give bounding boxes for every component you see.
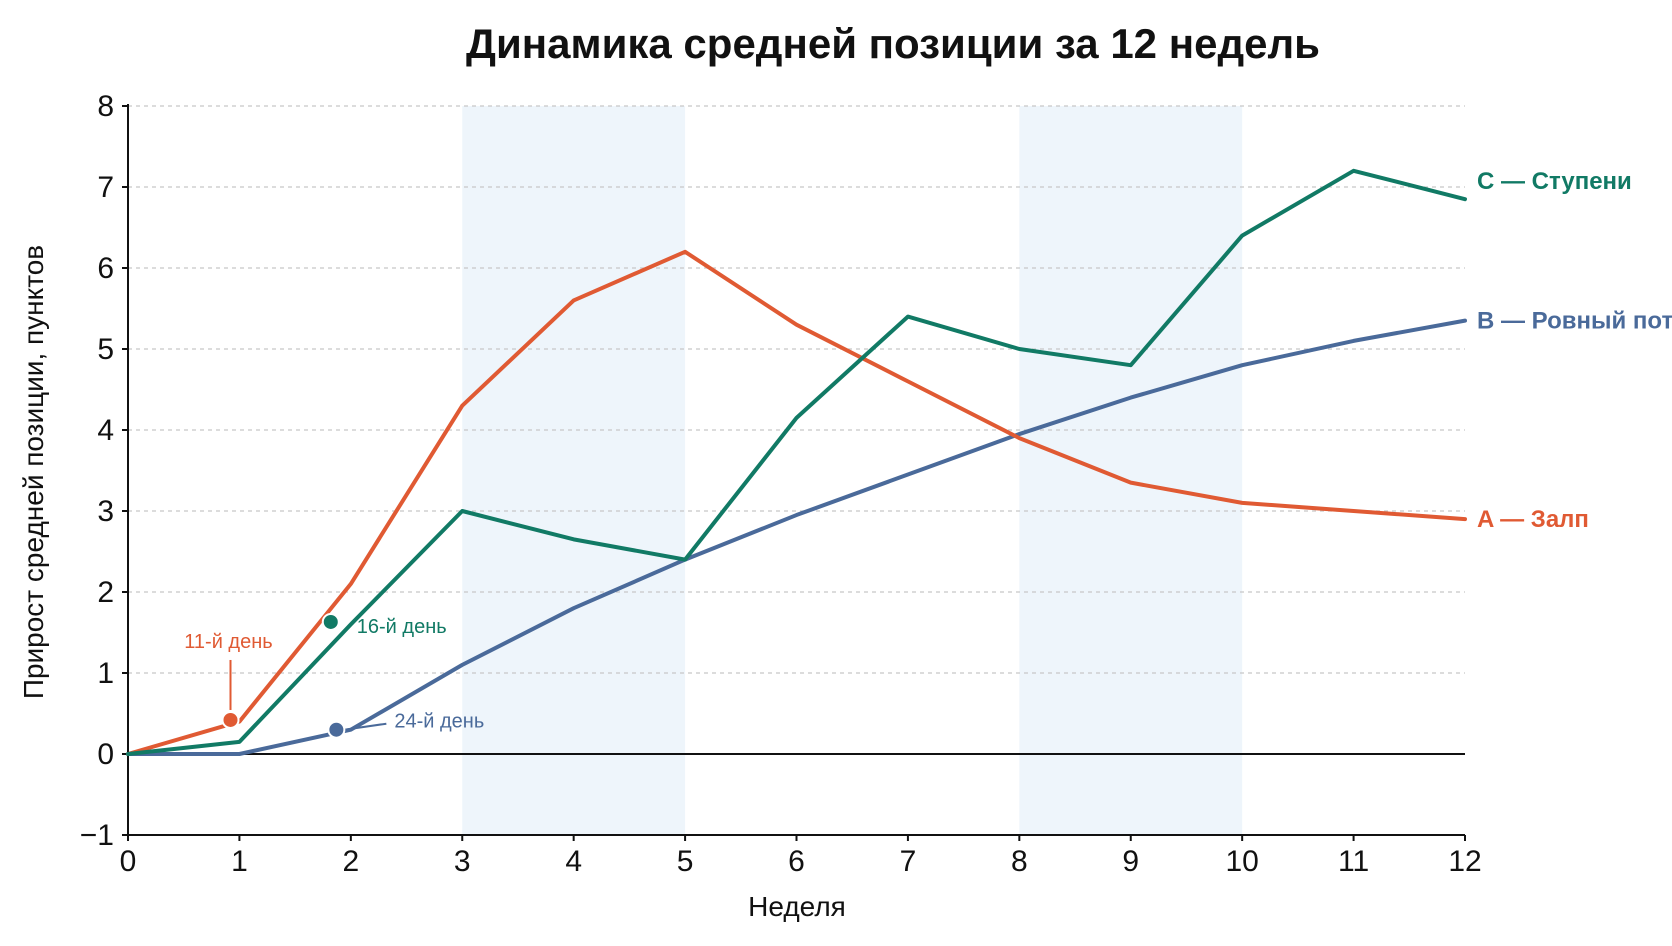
y-axis-label: Прирост средней позиции, пунктов	[18, 245, 49, 699]
series-label-2: C — Ступени	[1477, 168, 1632, 195]
x-tick-label: 7	[900, 845, 917, 878]
x-tick-label: 6	[788, 845, 805, 878]
annotation-leader-2	[344, 722, 387, 731]
x-axis-label: Неделя	[748, 891, 846, 922]
x-tick-label: 10	[1225, 845, 1258, 878]
x-tick-label: 5	[677, 845, 694, 878]
annotation-label-0: 11-й день	[184, 631, 272, 653]
x-tick-label: 9	[1122, 845, 1139, 878]
y-tick-label: 0	[97, 738, 114, 771]
y-tick-label: 2	[97, 576, 114, 609]
series-labels: A — Залп B — Ровный поток C — Ступени	[1477, 168, 1672, 533]
annotations: 11-й день 16-й день 24-й день	[184, 612, 484, 739]
series-lines	[126, 168, 1467, 756]
x-tick-label: 12	[1448, 845, 1481, 878]
y-tick-label: 5	[97, 333, 114, 366]
series-line-1	[126, 318, 1467, 756]
shaded-bands	[462, 106, 1243, 835]
annotation-marker-1	[321, 612, 340, 631]
series-label-0: A — Залп	[1477, 506, 1589, 533]
x-tick-label: 4	[565, 845, 582, 878]
x-tick-label: 2	[342, 845, 359, 878]
shaded-band-0	[462, 106, 686, 835]
x-tick-label: 8	[1011, 845, 1028, 878]
y-tick-label: 4	[97, 414, 114, 447]
annotation-marker-0	[221, 710, 240, 729]
annotation-label-2: 24-й день	[394, 711, 484, 733]
annotation-label-1: 16-й день	[357, 616, 447, 638]
x-tick-label: 1	[231, 845, 248, 878]
series-label-1: B — Ровный поток	[1477, 308, 1672, 335]
y-tick-label: 3	[97, 495, 114, 528]
y-tick-label: 1	[97, 657, 114, 690]
x-tick-label: 0	[120, 845, 137, 878]
y-tick-label: 8	[97, 90, 114, 123]
x-tick-label: 11	[1338, 845, 1369, 878]
shaded-band-1	[1019, 106, 1243, 835]
series-line-2	[126, 168, 1467, 756]
y-tick-label: −1	[80, 819, 114, 852]
annotation-marker-2	[327, 720, 346, 739]
x-tick-label: 3	[454, 845, 471, 878]
y-tick-label: 6	[97, 252, 114, 285]
y-tick-label: 7	[97, 171, 114, 204]
chart-title: Динамика средней позиции за 12 недель	[466, 20, 1320, 67]
series-line-0	[126, 249, 1467, 756]
